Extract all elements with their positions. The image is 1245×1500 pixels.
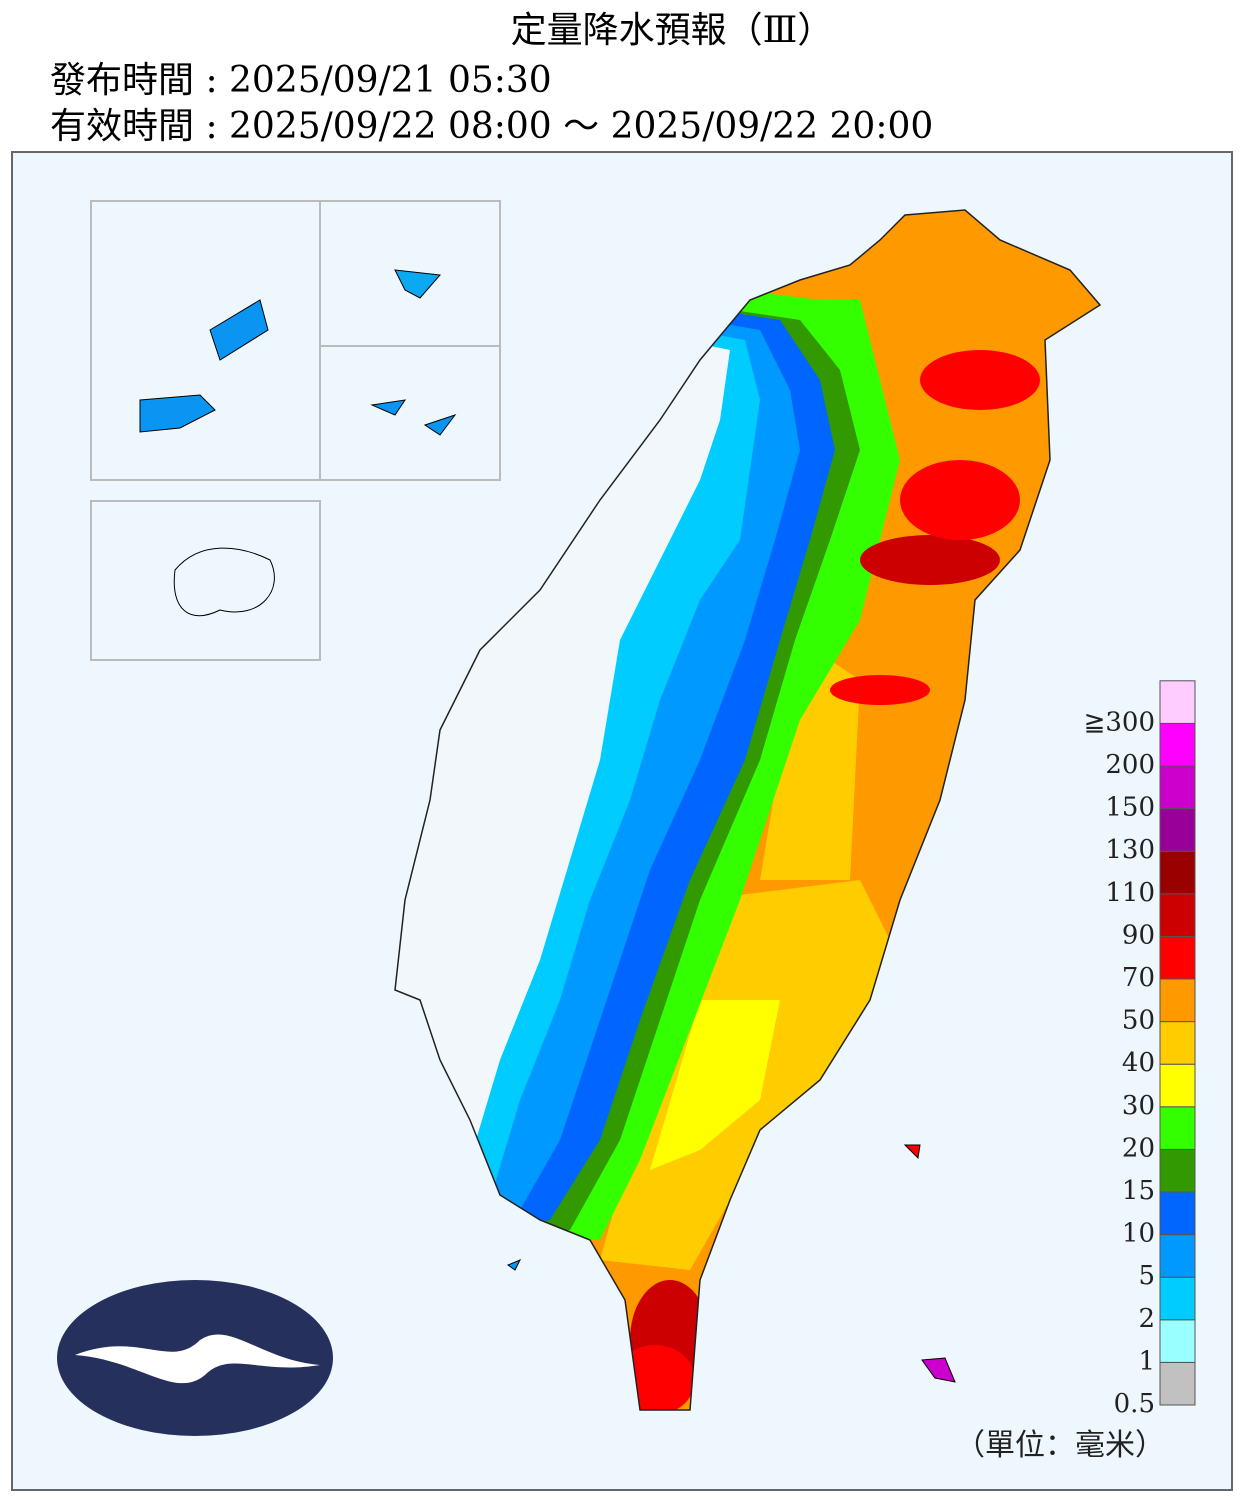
legend-swatch xyxy=(1159,1148,1196,1193)
inset-boxes xyxy=(90,200,501,661)
outlying-islands xyxy=(139,269,956,1383)
legend-swatch xyxy=(1159,1361,1196,1406)
legend-label: 2 xyxy=(1138,1304,1155,1334)
legend-swatch xyxy=(1159,1276,1196,1321)
legend-swatch xyxy=(1159,978,1196,1023)
legend-swatch xyxy=(1159,1063,1196,1108)
legend-swatch xyxy=(1159,1191,1196,1236)
valid-time: 有效時間 : 2025/09/22 08:00 ～ 2025/09/22 20:… xyxy=(50,106,933,147)
legend-label: 15 xyxy=(1122,1176,1155,1206)
legend-label: 0.5 xyxy=(1114,1389,1155,1419)
legend-label: 150 xyxy=(1105,793,1155,823)
legend-label: 130 xyxy=(1105,835,1155,865)
legend-label: 20 xyxy=(1122,1133,1155,1163)
legend-swatch xyxy=(1159,893,1196,937)
legend-swatch xyxy=(1159,680,1196,724)
legend-swatch xyxy=(1159,1234,1196,1278)
legend-swatch xyxy=(1159,765,1196,810)
legend-swatch xyxy=(1159,1319,1196,1363)
legend-swatch xyxy=(1159,1106,1196,1150)
legend-unit: （單位：毫米） xyxy=(955,1428,1165,1463)
legend-label: 10 xyxy=(1122,1219,1155,1249)
taiwan-outline xyxy=(394,209,1102,1411)
title: 定量降水預報（Ⅲ） xyxy=(511,10,834,51)
logo xyxy=(57,1280,333,1436)
legend-label: 1 xyxy=(1138,1346,1155,1376)
legend-label: 30 xyxy=(1122,1091,1155,1121)
legend-label: 70 xyxy=(1122,963,1155,993)
legend-swatch xyxy=(1159,850,1196,895)
legend-label: 5 xyxy=(1138,1261,1155,1291)
legend-label: 200 xyxy=(1105,750,1155,780)
legend-label: 90 xyxy=(1122,920,1155,950)
legend-swatch xyxy=(1159,808,1196,852)
legend-swatch xyxy=(1159,935,1196,980)
legend: 0.5 1 2 5 10 15 20 30 40 50 70 90 110 130 150 200 ≧300 xyxy=(1084,680,1196,1419)
legend-label: ≧300 xyxy=(1084,707,1155,737)
legend-label: 110 xyxy=(1105,878,1155,908)
legend-swatch xyxy=(1159,722,1196,767)
issue-time: 發布時間 : 2025/09/21 05:30 xyxy=(50,60,552,101)
legend-label: 50 xyxy=(1122,1006,1155,1036)
legend-swatch xyxy=(1159,1021,1196,1065)
legend-label: 40 xyxy=(1122,1048,1155,1078)
